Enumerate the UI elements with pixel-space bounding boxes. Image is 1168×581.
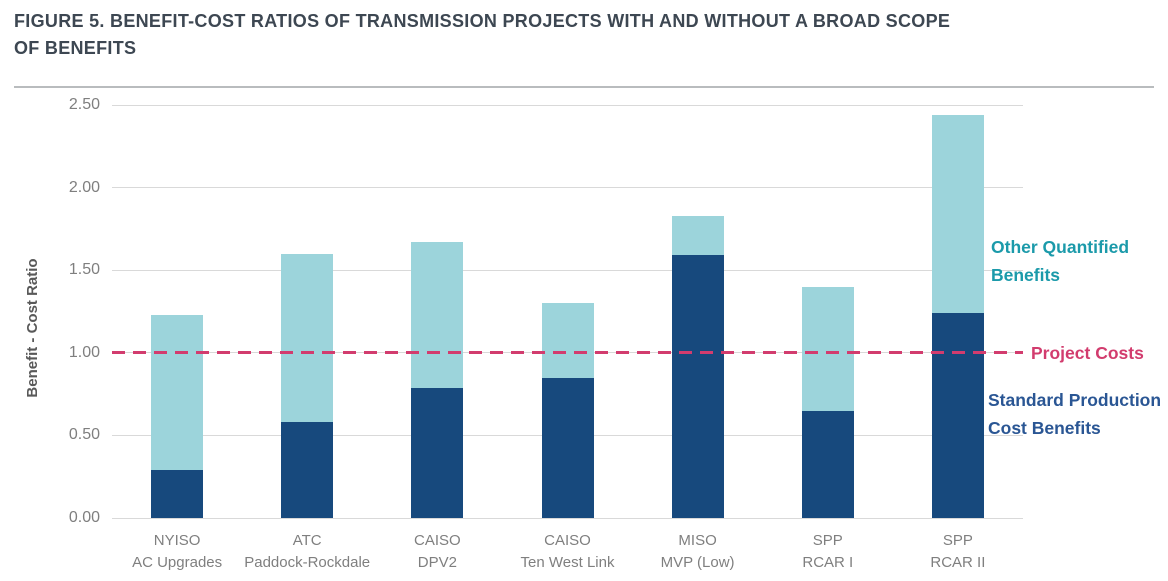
x-tick-label: ATC Paddock-Rockdale [244, 532, 371, 571]
project-costs-line [112, 351, 1023, 355]
y-axis-label: Benefit - Cost Ratio [24, 258, 41, 398]
gridline-2.00 [112, 187, 1023, 189]
bar-other-segment [541, 303, 594, 378]
legend-other-quantified-benefits: Other Quantified Benefits [991, 237, 1130, 285]
bar-other-segment [411, 242, 464, 388]
y-tick-label: 2.50 [68, 96, 100, 113]
bar-standard-segment [541, 377, 594, 518]
gridline-2.50 [112, 104, 1023, 106]
y-tick-label: 1.00 [68, 343, 100, 361]
bar-other-segment [151, 314, 204, 471]
bar-standard-segment [281, 422, 334, 518]
chart-title-line-2: OF BENEFITS [14, 38, 137, 58]
bar-standard-segment [931, 313, 984, 518]
y-tick-label: 0.00 [68, 509, 100, 526]
bar-other-segment [801, 286, 854, 411]
legend-project-costs: Project Costs [1031, 343, 1144, 363]
bar-standard-segment [151, 470, 204, 518]
y-tick-label: 1.50 [68, 261, 100, 279]
bar-standard-segment [801, 410, 854, 518]
chart-title: FIGURE 5. BENEFIT-COST RATIOS OF TRANSMI… [14, 8, 1160, 62]
legend-standard-production-cost-benefits: Standard Production Cost Benefits [988, 390, 1162, 438]
bar-other-segment [671, 215, 724, 256]
y-tick-label: 0.50 [68, 426, 100, 444]
x-tick-label: MISO MVP (Low) [660, 532, 735, 571]
gridline-0.00 [112, 517, 1023, 519]
y-tick-label: 2.00 [68, 178, 100, 196]
x-tick-label: CAISO Ten West Link [520, 532, 615, 571]
gridline-1.50 [112, 269, 1023, 271]
x-tick-label: SPP RCAR II [930, 532, 986, 571]
plot-area: 0.00 0.50 1.00 1.50 2.00 2.50 NYISO AC Upgrade… [69, 96, 1023, 571]
bar-other-segment [931, 115, 984, 314]
bar-standard-segment [411, 387, 464, 518]
x-tick-label: CAISO DPV2 [414, 532, 461, 571]
x-tick-label: SPP RCAR I [802, 532, 854, 571]
bar-other-segment [281, 253, 334, 423]
x-tick-label: NYISO AC Upgrades [132, 532, 223, 571]
title-divider [14, 86, 1154, 88]
chart-title-line-1: FIGURE 5. BENEFIT-COST RATIOS OF TRANSMI… [14, 11, 951, 31]
bar-standard-segment [671, 255, 724, 518]
